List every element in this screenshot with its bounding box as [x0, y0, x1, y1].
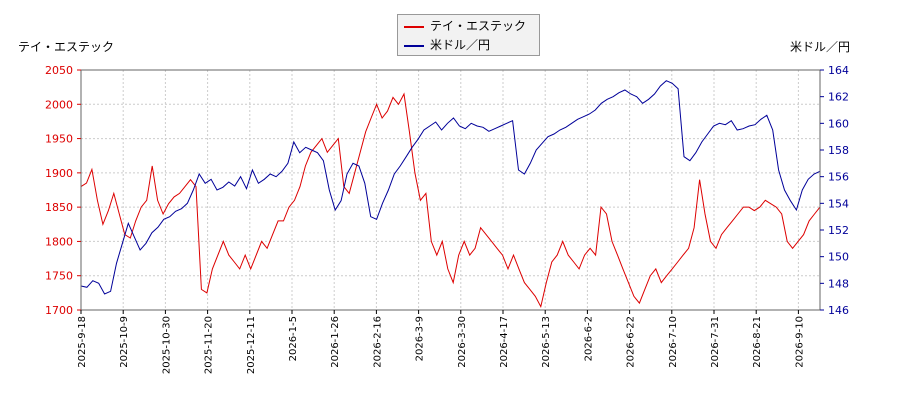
x-tick-label: 2025-11-20	[204, 316, 215, 374]
right-axis-ticks: 146 148 150 152 154 156 158 160 162 164	[820, 64, 849, 317]
series-line-fx	[80, 80, 821, 295]
x-tick-label: 2026-3-30	[457, 316, 468, 368]
x-tick-label: 2026-5-13	[541, 316, 552, 368]
right-tick-label: 164	[828, 64, 849, 77]
legend-item-stock: テイ・エステック	[404, 18, 526, 34]
x-tick-label: 2026-4-17	[499, 316, 510, 368]
right-tick-label: 154	[828, 197, 849, 210]
right-tick-label: 148	[828, 277, 849, 290]
legend-swatch-fx	[404, 44, 424, 47]
plot-frame	[80, 69, 821, 311]
right-tick-label: 146	[828, 304, 849, 317]
x-tick-label: 2026-8-21	[752, 316, 763, 368]
x-tick-label: 2026-1-5	[288, 316, 299, 361]
series-lines	[80, 80, 821, 309]
legend-label-stock: テイ・エステック	[430, 19, 527, 33]
x-axis-ticks: 2025-9-18 2025-10-9 2025-10-30 2025-11-20 20…	[77, 310, 805, 374]
right-tick-label: 162	[828, 91, 849, 104]
right-tick-label: 152	[828, 224, 849, 237]
right-tick-label: 158	[828, 144, 849, 157]
left-tick-label: 1850	[45, 201, 73, 214]
right-tick-label: 150	[828, 251, 849, 264]
left-tick-label: 2050	[45, 64, 73, 77]
right-tick-label: 156	[828, 171, 849, 184]
right-axis-title: 米ドル／円	[789, 40, 850, 54]
legend-label-fx: 米ドル／円	[430, 38, 491, 52]
x-tick-label: 2025-12-11	[246, 316, 257, 374]
x-tick-label: 2025-10-9	[119, 316, 130, 368]
x-tick-label: 2026-7-10	[668, 316, 679, 368]
x-tick-label: 2026-1-26	[330, 316, 341, 368]
legend-item-fx: 米ドル／円	[404, 37, 490, 53]
x-tick-label: 2026-6-22	[626, 316, 637, 368]
left-tick-label: 1900	[45, 167, 73, 180]
legend-swatch-stock	[404, 25, 424, 28]
x-tick-label: 2025-9-18	[77, 316, 88, 368]
right-tick-label: 160	[828, 117, 849, 130]
legend: テイ・エステック 米ドル／円	[397, 14, 540, 56]
left-tick-label: 1700	[45, 304, 73, 317]
left-tick-label: 1750	[45, 270, 73, 283]
x-tick-label: 2026-3-9	[415, 316, 426, 361]
left-axis-ticks: 1700 1750 1800 1850 1900 1950 2000 2050	[45, 64, 81, 317]
left-tick-label: 2000	[45, 98, 73, 111]
x-tick-label: 2026-2-16	[372, 316, 383, 368]
grid	[80, 69, 820, 311]
left-tick-label: 1800	[45, 235, 73, 248]
series-line-stock	[80, 92, 821, 309]
x-tick-label: 2026-7-31	[710, 316, 721, 368]
x-tick-label: 2025-10-30	[161, 316, 172, 374]
x-tick-label: 2026-6-2	[583, 316, 594, 361]
left-axis-title: テイ・エステック	[18, 40, 115, 54]
x-tick-label: 2026-9-10	[794, 316, 805, 368]
left-tick-label: 1950	[45, 133, 73, 146]
